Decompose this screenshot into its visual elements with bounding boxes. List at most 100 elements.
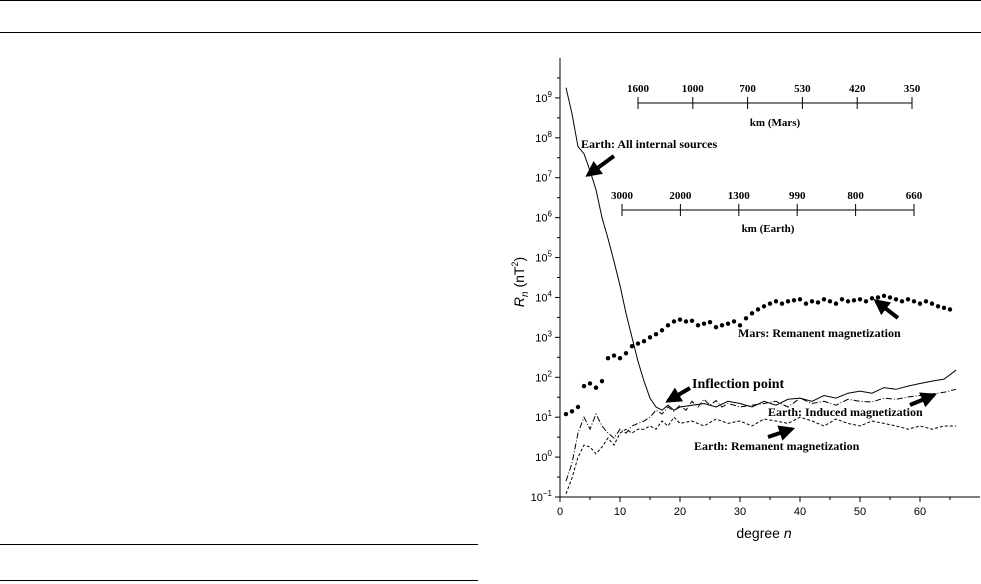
mars-point	[869, 296, 875, 301]
mars-point	[707, 319, 713, 325]
mars-point	[731, 319, 737, 324]
mars-point	[695, 323, 701, 328]
mars-point	[797, 297, 803, 302]
mars-point	[947, 307, 953, 312]
mars-point	[779, 301, 785, 306]
mars-point	[905, 297, 911, 302]
mars-scale-tick-label: 420	[849, 83, 866, 95]
annotation-earth-internal: Earth: All internal sources	[581, 137, 717, 151]
ticks: 0 10 20 30 40 50 60 10−1 100 101 102 103 104 105 106 10…	[531, 77, 951, 518]
series-line-earth-induced	[565, 388, 957, 482]
y-tick-label: 101	[535, 409, 552, 424]
x-tick-label: 20	[674, 506, 686, 518]
mars-point	[665, 323, 671, 328]
mars-point	[671, 319, 677, 324]
earth-scale-tick-label: 990	[789, 190, 806, 202]
mars-point	[761, 304, 767, 309]
mars-point	[791, 298, 797, 303]
series-line-earth-internal	[565, 87, 957, 411]
mars-point	[647, 335, 653, 340]
mars-scale-tick-label: 700	[739, 83, 756, 95]
y-axis-title: Rn (nT2)	[510, 257, 531, 307]
mars-point	[725, 321, 731, 326]
arrow-inflection	[665, 386, 692, 403]
mars-point	[881, 293, 887, 299]
mars-point	[599, 378, 605, 384]
x-tick-label: 10	[614, 506, 626, 518]
earth-scale-tick-label: 1300	[728, 190, 751, 202]
mars-point	[683, 319, 689, 324]
mars-point	[827, 299, 833, 304]
x-tick-label: 30	[734, 506, 746, 518]
mars-point	[677, 317, 683, 322]
mars-point	[593, 385, 599, 390]
mars-point	[653, 332, 659, 337]
mars-point	[863, 299, 869, 304]
mars-point	[887, 295, 893, 300]
mars-point	[587, 381, 593, 386]
mars-scale-label: km (Mars)	[750, 117, 801, 129]
left-rule-2	[0, 580, 478, 581]
x-axis-title: degree n	[736, 525, 791, 541]
y-tick-label: 102	[535, 369, 552, 384]
mars-point	[749, 311, 755, 316]
mars-scale-tick-label: 530	[794, 83, 811, 95]
mars-point	[563, 411, 569, 417]
mars-point	[575, 404, 581, 410]
mars-point	[785, 299, 791, 304]
left-rule-1	[0, 544, 478, 545]
arrow-earth-induced	[909, 392, 937, 408]
earth-scale-tick-label: 660	[906, 190, 923, 202]
y-tick-label: 105	[535, 250, 552, 265]
mars-point	[767, 301, 773, 306]
mars-point	[773, 299, 779, 304]
mars-point	[815, 300, 821, 305]
annotation-earth-induced: Earth: Induced magnetization	[768, 405, 923, 419]
mars-point	[803, 301, 809, 306]
x-tick-label: 50	[854, 506, 866, 518]
mars-point	[929, 301, 935, 306]
mars-point	[743, 316, 749, 321]
y-tick-label: 107	[535, 170, 552, 185]
series-layer	[563, 87, 957, 494]
mars-point	[875, 295, 881, 300]
mars-point	[941, 305, 947, 311]
mars-point	[917, 301, 923, 306]
mars-point	[617, 356, 623, 361]
mars-point	[851, 298, 857, 303]
header-rule	[0, 32, 981, 33]
mars-point	[809, 299, 815, 304]
mars-point	[833, 301, 839, 306]
arrow-earth-remanent	[767, 425, 796, 441]
annotation-mars-remanent: Mars: Remanent magnetization	[738, 326, 901, 340]
mars-point	[911, 299, 917, 304]
mars-point	[899, 299, 905, 304]
top-rule	[0, 0, 981, 1]
y-tick-label: 106	[535, 210, 552, 225]
mars-point	[689, 318, 695, 324]
arrow-mars-remanent	[873, 299, 900, 320]
y-tick-label: 108	[535, 130, 552, 145]
mars-point	[659, 328, 665, 333]
annotation-inflection: Inflection point	[692, 377, 785, 392]
x-tick-label: 60	[914, 506, 926, 518]
y-tick-label: 104	[535, 289, 552, 304]
x-tick-label: 0	[557, 506, 563, 518]
mars-point	[629, 344, 635, 349]
mars-point	[923, 299, 929, 304]
series-line-earth-remanent	[565, 416, 956, 494]
mars-point	[935, 304, 941, 309]
mars-point	[605, 356, 611, 361]
mars-point	[569, 409, 575, 414]
mars-scale-tick-label: 1600	[627, 83, 650, 95]
x-tick-label: 40	[794, 506, 806, 518]
mars-point	[755, 307, 761, 312]
y-tick-label: 100	[535, 449, 552, 464]
mars-point	[635, 341, 641, 346]
mars-point	[713, 324, 719, 330]
mars-scale-tick-label: 1000	[682, 83, 705, 95]
mars-point	[845, 299, 851, 304]
mars-scale-tick-label: 350	[904, 83, 921, 95]
y-tick-label: 109	[535, 90, 552, 105]
